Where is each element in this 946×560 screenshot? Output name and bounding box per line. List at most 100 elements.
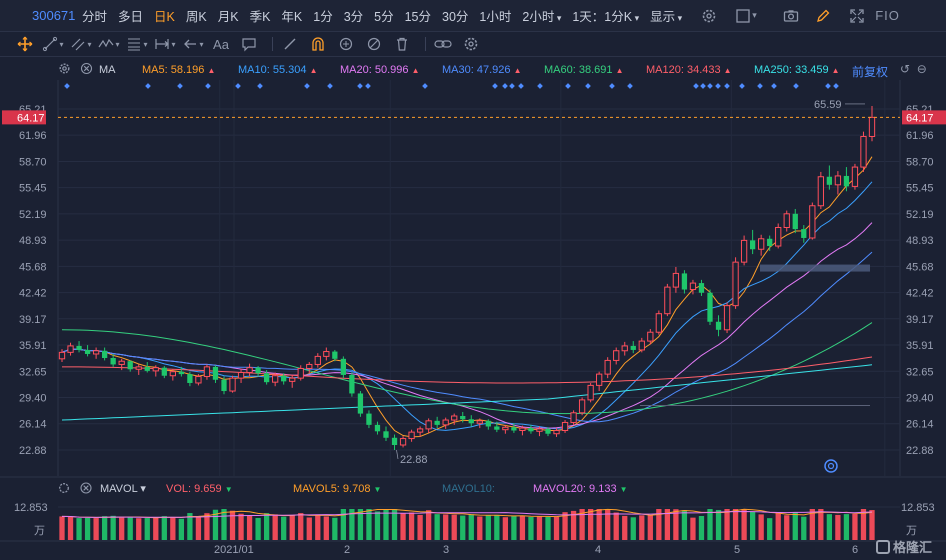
hide-icon[interactable] <box>363 35 385 53</box>
candle[interactable] <box>349 372 355 397</box>
volume-bar[interactable] <box>229 510 236 540</box>
volume-bar[interactable] <box>460 515 466 540</box>
volume-bar[interactable] <box>690 517 696 540</box>
event-marker-icon[interactable] <box>715 83 721 89</box>
event-marker-icon[interactable] <box>257 83 263 89</box>
volume-bar[interactable] <box>724 509 730 540</box>
lock-icon[interactable] <box>335 35 357 53</box>
period-tab[interactable]: 年K <box>281 10 303 24</box>
volume-bar[interactable] <box>212 509 219 540</box>
volume-bar[interactable] <box>749 511 756 540</box>
volume-bar[interactable] <box>357 509 364 540</box>
event-marker-icon[interactable] <box>700 83 706 89</box>
candle[interactable] <box>442 417 449 429</box>
candle[interactable] <box>460 411 466 423</box>
candle[interactable] <box>221 376 227 395</box>
period-tab[interactable]: 5分 <box>374 10 394 24</box>
volume-bar[interactable] <box>630 517 636 540</box>
event-marker-icon[interactable] <box>518 83 524 89</box>
candle[interactable] <box>715 315 722 337</box>
candle[interactable] <box>868 105 876 142</box>
candle[interactable] <box>553 428 560 437</box>
candle[interactable] <box>519 425 526 436</box>
volume-bar[interactable] <box>562 512 568 540</box>
candle[interactable] <box>135 364 142 375</box>
event-marker-icon[interactable] <box>492 83 498 89</box>
candle[interactable] <box>468 415 474 427</box>
period-tab[interactable]: 30分 <box>442 10 469 24</box>
candle[interactable] <box>169 369 176 381</box>
event-marker-icon[interactable] <box>739 83 745 89</box>
candle[interactable] <box>655 310 662 335</box>
volume-bar[interactable] <box>587 509 594 540</box>
volume-bar[interactable] <box>579 509 585 540</box>
candle[interactable] <box>187 371 193 387</box>
event-marker-icon[interactable] <box>771 83 777 89</box>
candle[interactable] <box>263 370 270 385</box>
candle[interactable] <box>84 345 91 357</box>
candle[interactable] <box>366 410 372 429</box>
candle[interactable] <box>758 234 765 256</box>
candle[interactable] <box>707 289 713 325</box>
candle[interactable] <box>511 423 517 433</box>
candle[interactable] <box>817 171 824 209</box>
volume-bar[interactable] <box>818 509 824 540</box>
mavol-close-icon[interactable] <box>80 482 92 494</box>
volume-bar[interactable] <box>289 515 295 540</box>
candle[interactable] <box>792 208 798 234</box>
event-marker-icon[interactable] <box>509 83 515 89</box>
period-tab[interactable]: 1分 <box>313 10 333 24</box>
candle[interactable] <box>67 342 74 356</box>
volume-bar[interactable] <box>136 518 142 540</box>
event-marker-icon[interactable] <box>627 83 633 89</box>
volume-bar[interactable] <box>84 517 91 540</box>
volume-bar[interactable] <box>468 514 474 540</box>
arrow-icon[interactable]: ▾ <box>182 35 204 53</box>
candle[interactable] <box>485 419 491 430</box>
crosshair-icon[interactable] <box>14 35 36 53</box>
candle[interactable] <box>843 167 850 192</box>
volume-bar[interactable] <box>698 515 705 540</box>
volume-bar[interactable] <box>732 509 739 540</box>
volume-bar[interactable] <box>238 513 244 540</box>
candle[interactable] <box>306 362 313 374</box>
event-marker-icon[interactable] <box>64 83 70 89</box>
candle[interactable] <box>630 341 636 354</box>
candle[interactable] <box>92 347 100 359</box>
candle[interactable] <box>494 421 500 433</box>
candle[interactable] <box>536 426 543 437</box>
candle[interactable] <box>255 366 261 377</box>
volume-bar[interactable] <box>119 517 125 540</box>
volume-bar[interactable] <box>494 514 500 540</box>
volume-bar[interactable] <box>502 517 509 540</box>
candle[interactable] <box>767 235 773 251</box>
adjust-mode-button[interactable]: 前复权 <box>852 65 889 79</box>
volume-bar[interactable] <box>528 516 534 540</box>
candle[interactable] <box>332 349 338 362</box>
candle[interactable] <box>110 353 116 367</box>
event-marker-icon[interactable] <box>235 83 241 89</box>
event-marker-icon[interactable] <box>565 83 571 89</box>
zoom-out-icon[interactable]: ⊖ <box>916 62 927 76</box>
volume-bar[interactable] <box>835 514 841 540</box>
candle[interactable] <box>672 266 680 293</box>
event-marker-icon[interactable] <box>724 83 730 89</box>
period-tab[interactable]: 多日 <box>118 10 144 24</box>
volume-bar[interactable] <box>161 516 167 540</box>
event-marker-icon[interactable] <box>537 83 543 89</box>
volume-bar[interactable] <box>340 509 347 540</box>
volume-bar[interactable] <box>622 515 628 540</box>
candle[interactable] <box>383 426 389 441</box>
notice-icon[interactable] <box>824 459 838 473</box>
candle[interactable] <box>229 375 236 393</box>
volume-bar[interactable] <box>784 515 790 540</box>
candle[interactable] <box>281 373 287 385</box>
candle[interactable] <box>740 235 748 266</box>
volume-bar[interactable] <box>101 516 108 540</box>
event-marker-icon[interactable] <box>357 83 363 89</box>
candle[interactable] <box>578 397 586 416</box>
candle[interactable] <box>340 356 347 379</box>
volume-bar[interactable] <box>417 514 423 540</box>
candle[interactable] <box>357 391 364 417</box>
